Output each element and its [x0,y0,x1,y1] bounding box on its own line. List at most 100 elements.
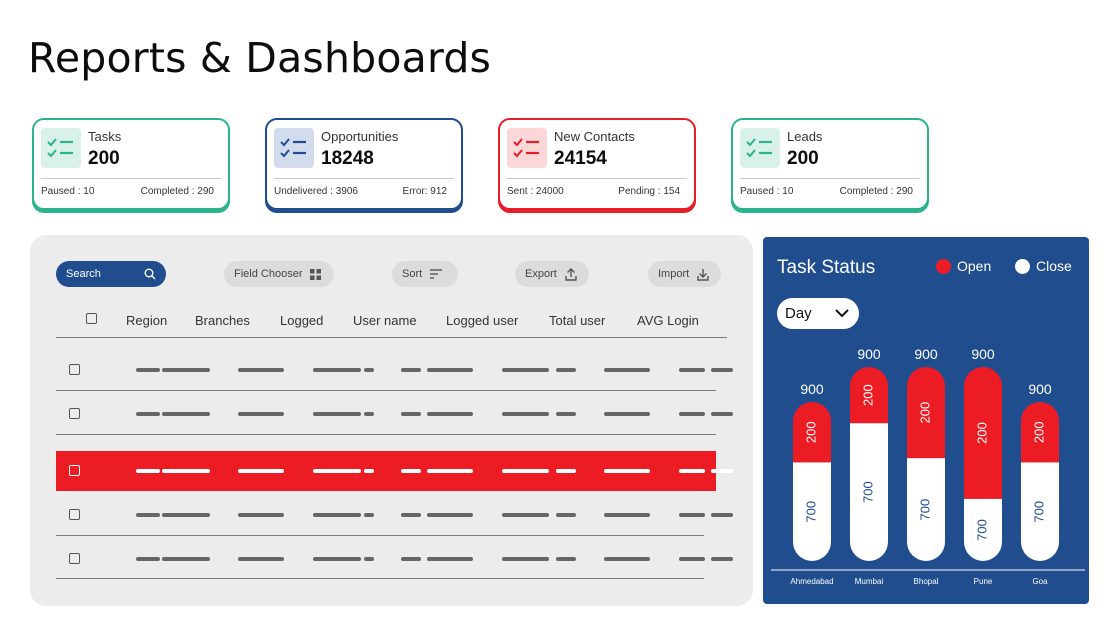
stat-card-tasks[interactable]: Tasks 200 Paused : 10 Completed : 290 [32,118,230,210]
import-button[interactable]: Import [648,261,721,287]
placeholder-cell [238,368,284,372]
bar-close-goa[interactable] [1021,462,1059,561]
placeholder-cell [364,368,374,372]
period-dropdown[interactable]: Day [777,298,859,329]
bar-open-pune[interactable] [964,367,1002,499]
import-label: Import [658,268,690,280]
placeholder-cell [162,469,210,473]
placeholder-cell [313,412,361,416]
page-title: Reports & Dashboards [28,34,492,82]
placeholder-cell [364,557,374,561]
placeholder-cell [364,469,374,473]
task-status-panel: Task Status Open Close Day 900 200 700 Ahme… [763,237,1089,604]
row-divider [56,578,704,579]
stat-card-opportunities[interactable]: Opportunities 18248 Undelivered : 3906 Erro… [265,118,463,210]
card-divider [507,178,687,179]
close-value-label: 700 [860,481,875,503]
column-header-avg-login[interactable]: AVG Login [637,313,699,328]
placeholder-cell [364,412,374,416]
select-all-checkbox[interactable] [86,313,97,324]
row-checkbox[interactable] [69,465,80,476]
placeholder-cell [556,412,576,416]
sort-label: Sort [402,268,423,280]
placeholder-cell [136,368,160,372]
card-divider [740,178,920,179]
search-button[interactable]: Search [56,261,166,287]
table-row-selected[interactable] [56,451,733,491]
bar-open-bhopal[interactable] [907,367,945,459]
row-checkbox[interactable] [69,553,80,564]
category-label: Mumbai [855,577,884,586]
stat-card-new-contacts[interactable]: New Contacts 24154 Sent : 24000 Pending : 1… [498,118,696,210]
placeholder-cell [427,513,473,517]
legend-open: Open [936,258,991,274]
card-value: 18248 [321,148,374,169]
stat-card-leads[interactable]: Leads 200 Paused : 10 Completed : 290 [731,118,929,210]
column-header-user-name[interactable]: User name [353,313,417,328]
placeholder-cell [401,557,421,561]
bar-open-mumbai[interactable] [850,367,888,424]
open-value-label: 200 [803,421,818,443]
placeholder-cell [556,557,576,561]
placeholder-cell [401,412,421,416]
placeholder-cell [162,557,210,561]
bar-close-bhopal[interactable] [907,458,945,561]
placeholder-cell [313,469,361,473]
placeholder-cell [238,412,284,416]
total-label: 900 [971,346,995,362]
search-label: Search [66,268,101,280]
table-row[interactable] [56,539,733,579]
column-header-total-user[interactable]: Total user [549,313,606,328]
table-row[interactable] [56,495,733,535]
card-divider [41,178,221,179]
placeholder-cell [711,469,733,473]
close-dot-icon [1015,258,1030,274]
row-checkbox[interactable] [69,364,80,375]
bar-open-ahmedabad[interactable] [793,402,831,463]
period-value: Day [785,305,812,322]
field-chooser-button[interactable]: Field Chooser [224,261,334,287]
table-row[interactable] [56,350,733,390]
bar-close-pune[interactable] [964,498,1002,561]
row-checkbox[interactable] [69,408,80,419]
bar-close-mumbai[interactable] [850,423,888,561]
close-value-label: 700 [803,501,818,523]
card-stat-right: Error: 912 [402,186,447,197]
card-label: Tasks [88,129,122,144]
card-label: Leads [787,129,823,144]
placeholder-cell [502,513,549,517]
export-button[interactable]: Export [515,261,589,287]
placeholder-cell [401,368,421,372]
row-divider [56,535,704,536]
card-value: 24154 [554,148,607,169]
total-label: 900 [800,381,824,397]
placeholder-cell [556,513,576,517]
column-header-branches[interactable]: Branches [195,313,250,328]
placeholder-cell [136,557,160,561]
column-header-logged[interactable]: Logged [280,313,324,328]
sort-button[interactable]: Sort [392,261,458,287]
table-row[interactable] [56,394,733,434]
placeholder-cell [401,513,421,517]
bar-close-ahmedabad[interactable] [793,462,831,561]
column-header-logged-user[interactable]: Logged user [446,313,519,328]
row-checkbox[interactable] [69,509,80,520]
placeholder-cell [136,412,160,416]
placeholder-cell [313,513,361,517]
category-label: Bhopal [914,577,939,586]
bar-open-goa[interactable] [1021,402,1059,463]
placeholder-cell [604,513,650,517]
placeholder-cell [502,469,549,473]
placeholder-cell [427,469,473,473]
open-value-label: 200 [1031,421,1046,443]
column-header-region[interactable]: Region [126,313,168,328]
placeholder-cell [427,412,473,416]
placeholder-cell [604,412,650,416]
card-divider [274,178,454,179]
open-value-label: 200 [860,384,875,406]
category-label: Ahmedabad [790,577,833,586]
list-check-icon [274,128,314,168]
legend-close: Close [1015,258,1072,274]
placeholder-cell [313,368,361,372]
header-divider [56,337,727,338]
